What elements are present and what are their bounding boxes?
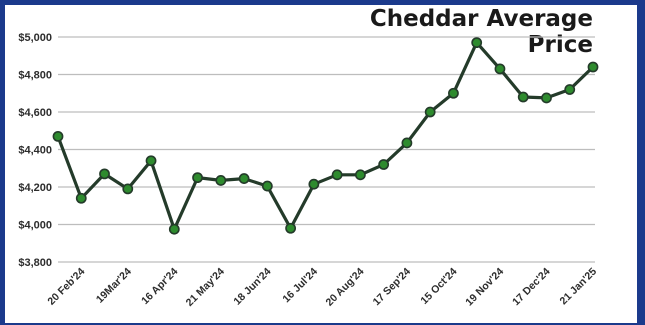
x-tick-label: 21 May'24 (184, 266, 227, 309)
x-tick-label: 17 Sep'24 (371, 266, 414, 309)
x-tick-label: 20 Aug'24 (324, 266, 367, 309)
data-point (145, 155, 157, 167)
data-point (471, 37, 483, 49)
x-tick-label: 16 Apr'24 (139, 266, 180, 307)
x-tick-label: 17 Dec'24 (510, 266, 553, 309)
y-tick-label: $4,200 (18, 182, 52, 194)
data-point (494, 63, 506, 75)
data-point (285, 222, 297, 234)
data-point (378, 159, 390, 170)
x-tick-label: 21 Jan'25 (557, 266, 599, 308)
x-tick-label: 20 Feb'24 (45, 266, 87, 308)
data-point (564, 84, 576, 95)
data-point (168, 223, 180, 235)
data-point (354, 169, 366, 181)
data-point (517, 91, 529, 103)
data-point (52, 130, 64, 142)
chart-panel (5, 5, 637, 323)
x-tick-label: 15 Oct'24 (418, 266, 459, 307)
data-point (587, 61, 599, 73)
data-point (192, 172, 203, 184)
data-point (215, 175, 227, 186)
y-tick-label: $4,600 (18, 107, 52, 119)
data-point (331, 169, 343, 181)
data-point (424, 106, 436, 118)
x-tick-label: 16 Jul'24 (280, 266, 320, 306)
y-tick-label: $3,800 (18, 257, 52, 269)
y-tick-label: $4,000 (18, 220, 52, 232)
series-line (56, 40, 595, 231)
data-point (541, 92, 552, 104)
data-point (308, 178, 320, 190)
x-tick-label: 19 Nov'24 (463, 266, 506, 309)
data-point (99, 168, 110, 180)
x-tick-label: 18 Jun'24 (231, 266, 273, 308)
data-point (122, 183, 134, 195)
data-point (238, 173, 250, 184)
data-point (401, 137, 413, 149)
x-tick-label: 19Mar'24 (94, 266, 134, 306)
data-point (448, 87, 459, 99)
chart-title: Cheddar Average Price (369, 6, 593, 58)
y-tick-label: $4,800 (18, 70, 52, 82)
data-point (75, 192, 87, 204)
data-point (261, 180, 273, 192)
y-tick-label: $5,000 (18, 32, 52, 44)
y-tick-label: $4,400 (18, 145, 52, 157)
